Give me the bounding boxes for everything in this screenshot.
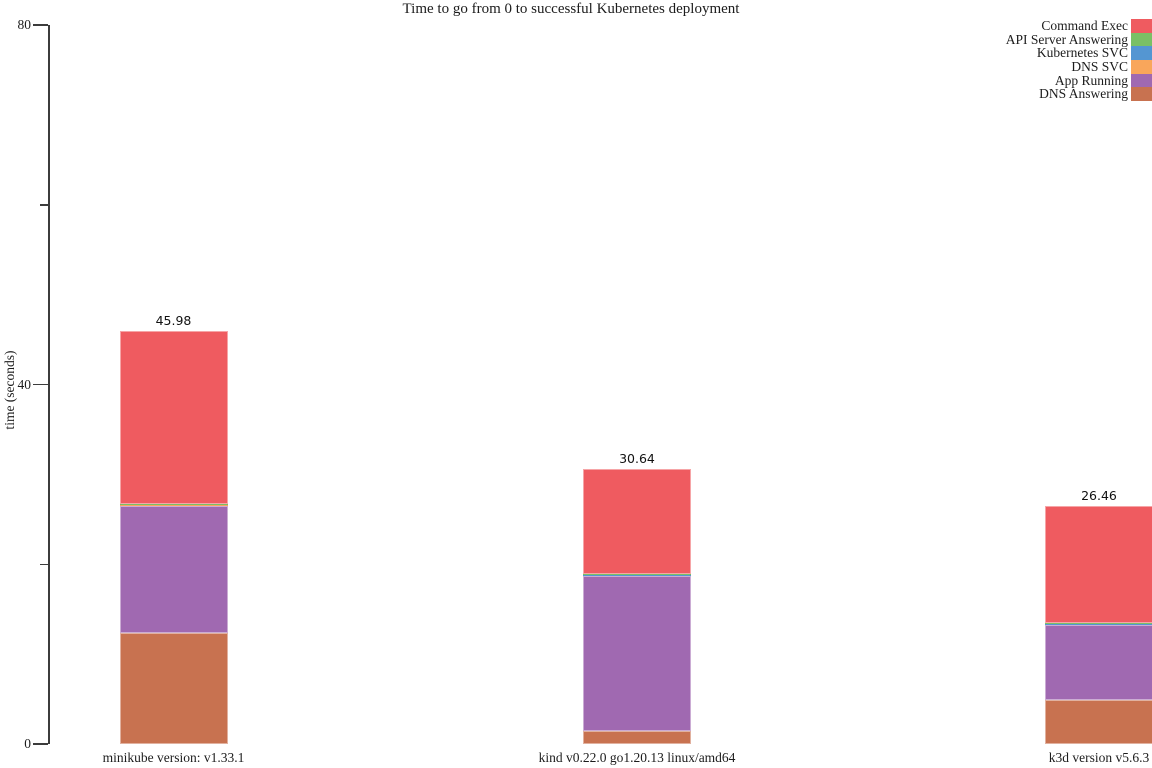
- x-category-label-1: minikube version: v1.33.1: [102, 750, 245, 765]
- chart-title: Time to go from 0 to successful Kubernet…: [402, 1, 740, 17]
- y-minor-tick-20: [39, 563, 48, 565]
- bar2-total-label: 30.64: [619, 450, 655, 466]
- bar3-total-label: 26.46: [1081, 488, 1117, 504]
- bar2-segment-dns-svc: [583, 575, 691, 576]
- legend-swatch-kubernetes-svc: [1131, 46, 1152, 61]
- legend-item-dns-answering: DNS Answering: [1006, 86, 1152, 102]
- bar3-segment-app-running: [1045, 625, 1152, 700]
- y-major-tick-0: [33, 743, 48, 745]
- y-tick-label-0: 0: [24, 736, 31, 751]
- legend-swatch-dns-svc: [1131, 60, 1152, 74]
- legend-item-command-exec: Command Exec: [1006, 19, 1152, 33]
- legend-label-api-server-answering: API Server Answering: [1005, 31, 1128, 47]
- legend-item-app-running: App Running: [1006, 74, 1152, 88]
- x-category-label-2: kind v0.22.0 go1.20.13 linux/amd64: [538, 750, 736, 765]
- y-tick-label-40: 40: [17, 376, 32, 392]
- legend: Command Exec API Server Answering Kubernet…: [1005, 19, 1152, 102]
- legend-swatch-api-server-answering: [1131, 32, 1152, 47]
- y-axis-line: [48, 25, 50, 744]
- bar3-segment-command-exec: [1045, 506, 1152, 624]
- legend-item-dns-svc: DNS SVC: [1006, 60, 1152, 74]
- bar3-segment-dns-answering: [1045, 699, 1152, 744]
- bar1-segment-command-exec: [119, 330, 228, 505]
- x-category-label-3: k3d version v5.6.3: [1048, 750, 1150, 765]
- bar1-segment-dns-answering: [119, 633, 228, 744]
- bar2-segment-command-exec: [583, 468, 691, 574]
- legend-swatch-app-running: [1131, 73, 1152, 88]
- legend-swatch-command-exec: [1131, 19, 1152, 33]
- y-major-tick-80: [33, 24, 48, 26]
- legend-label-command-exec: Command Exec: [1041, 18, 1128, 33]
- legend-label-kubernetes-svc: Kubernetes SVC: [1036, 45, 1128, 61]
- legend-item-api-server-answering: API Server Answering: [1005, 31, 1152, 47]
- legend-label-dns-svc: DNS SVC: [1071, 59, 1128, 75]
- bar1-segment-dns-svc: [119, 504, 228, 506]
- bar2-segment-api-server-answering: [583, 573, 691, 575]
- bar3-segment-dns-svc: [1045, 624, 1152, 626]
- legend-swatch-dns-answering: [1131, 87, 1152, 102]
- legend-item-kubernetes-svc: Kubernetes SVC: [1006, 45, 1152, 61]
- bar3-segment-api-server-answering: [1045, 623, 1152, 624]
- y-minor-tick-60: [39, 204, 48, 206]
- bar1-total-label: 45.98: [155, 312, 192, 328]
- legend-label-dns-answering: DNS Answering: [1039, 86, 1128, 102]
- legend-label-app-running: App Running: [1054, 72, 1128, 88]
- y-tick-label-80: 80: [17, 17, 32, 32]
- bar2-segment-dns-answering: [583, 730, 691, 744]
- bar2-segment-app-running: [583, 575, 691, 731]
- y-major-tick-40: [33, 383, 48, 386]
- bar1-segment-app-running: [119, 505, 228, 634]
